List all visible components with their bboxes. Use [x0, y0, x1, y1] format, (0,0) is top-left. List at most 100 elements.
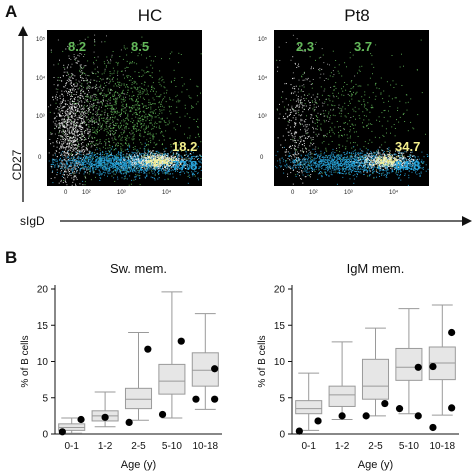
sw-mem-ytick-label: 5 — [42, 393, 48, 404]
sw-mem-patient-point — [144, 345, 152, 353]
igm-mem-xtick-label: 2-5 — [368, 441, 383, 452]
flow2-xtick-1e3: 10³ — [344, 190, 353, 196]
box-iqr — [124, 387, 153, 410]
sw-mem-patient-point — [192, 395, 200, 403]
sigd-axis-arrow — [60, 216, 472, 226]
sw-mem-box-1-2 — [91, 391, 119, 428]
sw-mem-box-5-10 — [158, 291, 186, 419]
igm-mem-patient-point — [314, 417, 322, 425]
pt8-quadrant-tr-value: 3.7 — [354, 39, 373, 54]
sw-mem-xtick-label: 0-1 — [64, 441, 79, 452]
igm-mem-ylabel: % of B cells — [257, 335, 268, 387]
flow2-xtick-0: 0 — [291, 190, 295, 196]
sw-mem-xtick-label: 5-10 — [162, 441, 182, 452]
sw-mem-patient-point — [177, 337, 185, 345]
flow1-xtick-1e2: 10² — [82, 190, 91, 196]
hc-quadrant-r2-value: 77.8 — [172, 158, 198, 173]
flow1-xtick-0: 0 — [64, 190, 68, 196]
igm-mem-patient-point — [381, 399, 389, 408]
sw-mem-xtick-label: 10-18 — [193, 441, 219, 452]
box-iqr — [361, 358, 390, 400]
igm-mem-ytick-label: 15 — [274, 321, 286, 332]
sw-mem-ytick-label: 0 — [42, 430, 48, 441]
igm-mem-xtick-label: 0-1 — [301, 441, 316, 452]
flow-plot-hc: 8.2 8.5 18.2 77.8 — [47, 30, 202, 186]
flow2-ytick-1e5: 10⁵ — [258, 37, 268, 43]
sw-mem-box-2-5 — [124, 332, 153, 421]
igm-mem-patient-point — [448, 328, 456, 337]
flow1-ytick-1e3: 10³ — [36, 114, 45, 120]
igm-mem-patient-point — [448, 404, 456, 412]
igm-mem-xtick-label: 5-10 — [399, 441, 419, 452]
flow-plot-pt8: 2.3 3.7 34.7 84.8 — [274, 30, 429, 186]
flow2-xtick-1e2: 10² — [309, 190, 318, 196]
flow2-xtick-1e4: 10⁴ — [389, 190, 399, 196]
flow-title-pt8: Pt8 — [344, 6, 370, 25]
sw-mem-patient-point — [101, 413, 109, 421]
flow2-ytick-0: 0 — [260, 155, 264, 161]
igm-mem-xlabel: Age (y) — [358, 459, 393, 471]
igm-mem-patient-point — [429, 362, 437, 371]
flow1-xtick-1e3: 10³ — [117, 190, 126, 196]
igm-mem-patient-point — [362, 412, 370, 420]
sw-mem-ytick-label: 10 — [37, 357, 49, 368]
flow1-xtick-1e4: 10⁴ — [162, 190, 172, 196]
sw-mem-patient-point — [125, 418, 133, 426]
cd27-axis-label: CD27 — [10, 149, 24, 181]
panel-b-letter: B — [5, 248, 18, 267]
pt8-quadrant-r1-value: 34.7 — [395, 139, 421, 154]
igm-mem-patient-point — [295, 427, 303, 435]
igm-mem-patient-point — [338, 412, 346, 420]
sw-mem-ytick-label: 20 — [37, 285, 49, 296]
flow1-ytick-0: 0 — [38, 155, 42, 161]
igm-mem-box-5-10 — [395, 308, 423, 415]
flow2-ytick-1e4: 10⁴ — [258, 76, 268, 82]
pt8-quadrant-r2-value: 84.8 — [395, 158, 421, 173]
sw-mem-patient-point — [211, 395, 219, 403]
sw-mem-patient-point — [211, 365, 219, 373]
box-iqr — [295, 400, 323, 415]
flow-events — [275, 34, 429, 186]
sw-mem-xlabel: Age (y) — [121, 459, 156, 471]
sw-mem-xtick-label: 2-5 — [131, 441, 146, 452]
igm-mem-box-2-5 — [361, 327, 390, 417]
sw-mem-title: Sw. mem. — [110, 261, 167, 276]
igm-mem-xtick-label: 10-18 — [430, 441, 456, 452]
hc-quadrant-tl-value: 8.2 — [68, 39, 87, 54]
sw-mem-xtick-label: 1-2 — [98, 441, 113, 452]
flow-title-hc: HC — [137, 6, 163, 25]
sw-mem-patient-point — [77, 415, 85, 424]
flow1-ytick-1e5: 10⁵ — [36, 37, 46, 43]
igm-mem-patient-point — [429, 423, 437, 432]
igm-mem-title: IgM mem. — [347, 261, 405, 276]
igm-mem-ytick-label: 20 — [274, 285, 286, 296]
igm-mem-box-0-1 — [295, 372, 323, 431]
igm-mem-xtick-label: 1-2 — [335, 441, 350, 452]
flow1-ytick-1e4: 10⁴ — [36, 76, 46, 82]
igm-mem-ytick-label: 5 — [279, 393, 285, 404]
igm-mem-ytick-label: 0 — [279, 430, 285, 441]
flow-events — [48, 34, 202, 186]
flow2-ytick-1e3: 10³ — [258, 114, 267, 120]
igm-mem-patient-point — [395, 405, 404, 413]
box-chart-sw-mem: Sw. mem. 0 5 10 15 20 % of B cells 0-1 1-2 2-5 5-1… — [20, 261, 222, 471]
igm-mem-box-10-18 — [428, 304, 456, 416]
igm-mem-patient-point — [414, 363, 422, 371]
igm-mem-patient-point — [414, 412, 422, 420]
box-iqr — [158, 363, 186, 395]
box-chart-igm-mem: IgM mem. 0 5 10 15 20 % of B cells 0-1 1-2 2-5 5-1… — [257, 261, 459, 471]
sw-mem-box-10-18 — [191, 313, 219, 410]
sw-mem-ytick-label: 15 — [37, 321, 49, 332]
panel-a-letter: A — [5, 2, 18, 21]
pt8-quadrant-tl-value: 2.3 — [296, 39, 315, 54]
sw-mem-patient-point — [58, 428, 66, 436]
igm-mem-box-1-2 — [328, 341, 356, 420]
sw-mem-patient-point — [158, 410, 167, 419]
box-iqr — [328, 385, 356, 407]
hc-quadrant-tr-value: 8.5 — [131, 39, 150, 54]
sw-mem-ylabel: % of B cells — [20, 335, 31, 387]
igm-mem-ytick-label: 10 — [274, 357, 286, 368]
sigd-axis-label: sIgD — [20, 214, 45, 228]
cd27-axis-arrow — [18, 26, 28, 202]
hc-quadrant-r1-value: 18.2 — [172, 139, 198, 154]
